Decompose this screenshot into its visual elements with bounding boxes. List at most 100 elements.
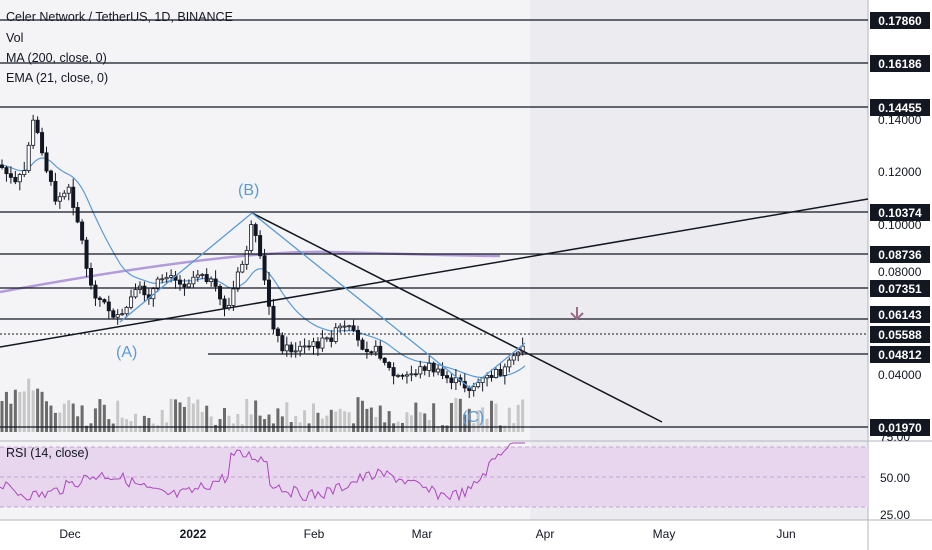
time-tick: Feb [304, 527, 325, 541]
candle-body [240, 263, 245, 273]
volume-bar [178, 402, 182, 432]
candle-body [75, 207, 80, 223]
level-label: 0.04812 [878, 348, 922, 362]
candle-body [360, 339, 365, 350]
volume-bar [445, 425, 449, 432]
candle-body [418, 366, 423, 375]
price-axis-background [868, 0, 932, 550]
volume-bar [320, 418, 324, 432]
candle-body [142, 285, 147, 296]
volume-bar [490, 400, 493, 432]
rsi-indicator-label[interactable]: RSI (14, close) [6, 446, 89, 460]
volume-bar [338, 408, 342, 432]
volume-bar [409, 415, 413, 432]
candle-body [160, 278, 165, 281]
candle-body [235, 271, 240, 290]
price-tick: 0.10000 [878, 218, 922, 232]
indicator-ma[interactable]: MA (200, close, 0) [6, 51, 107, 65]
candle-body [182, 283, 187, 288]
time-tick: May [653, 527, 676, 541]
level-label-box [870, 306, 930, 323]
volume-bar [142, 415, 146, 432]
candle-body [209, 278, 214, 283]
volume-bar [271, 423, 275, 432]
volume-bar [209, 416, 213, 432]
level-label-box [870, 246, 930, 263]
candle-body [120, 313, 125, 316]
candle-body [311, 341, 316, 347]
volume-bar [125, 419, 129, 432]
level-label-box [870, 280, 930, 297]
rsi-tick: 50.00 [880, 471, 910, 485]
volume-bar [476, 410, 480, 432]
candle-body [258, 235, 263, 257]
candle-body [298, 345, 303, 352]
volume-bar [458, 398, 462, 432]
volume-bar [13, 389, 17, 432]
volume-bar [223, 408, 226, 432]
candle-body [427, 362, 432, 371]
volume-bar [227, 415, 231, 432]
candle-body [231, 288, 236, 306]
candle-body [485, 374, 490, 379]
volume-bar [467, 408, 471, 432]
volume-bar [31, 390, 35, 432]
volume-bar [280, 416, 284, 432]
indicator-ema[interactable]: EMA (21, close, 0) [6, 71, 109, 85]
time-tick: Jun [776, 527, 795, 541]
wave-path [119, 212, 526, 389]
candle-body [498, 369, 503, 376]
candle-body [436, 368, 441, 373]
volume-bar [521, 399, 525, 432]
volume-bar [343, 411, 347, 432]
volume-bar [369, 407, 373, 432]
rsi-tick: 25.00 [880, 508, 910, 522]
level-label-box [870, 346, 930, 363]
volume-bar [254, 400, 258, 432]
candle-body [129, 296, 134, 308]
time-tick: Mar [412, 527, 433, 541]
volume-bar [441, 425, 445, 432]
candle-body [164, 277, 169, 280]
price-tick: 0.12000 [878, 165, 922, 179]
candle-body [502, 366, 507, 376]
rsi-line [0, 442, 525, 502]
candle-body [244, 249, 249, 265]
level-label: 0.05588 [878, 328, 922, 342]
volume-bar [378, 405, 382, 432]
level-label-box [870, 12, 930, 29]
candle-body [133, 289, 138, 298]
candle-body [40, 132, 45, 154]
volume-bar [9, 403, 13, 432]
volume-bar [120, 417, 124, 432]
volume-bar [463, 414, 467, 432]
candle-body [218, 286, 223, 300]
volume-bar [427, 419, 431, 432]
candle-body [0, 164, 4, 168]
candle-body [382, 357, 387, 363]
candle-body [89, 267, 94, 286]
volume-bar [432, 403, 436, 432]
candle-body [444, 375, 449, 379]
level-label-box [870, 204, 930, 221]
volume-bar [374, 417, 378, 432]
volume-bar [316, 412, 320, 432]
candle-body [271, 305, 276, 330]
chart-title: Celer Network / TetherUS, 1D, BINANCE [6, 10, 233, 24]
volume-bar [276, 408, 280, 432]
candle-body [320, 337, 325, 349]
volume-bar [98, 399, 102, 432]
volume-bar [454, 398, 458, 432]
candle-body [284, 344, 289, 352]
volume-bar [405, 412, 409, 432]
indicator-volume[interactable]: Vol [6, 31, 24, 45]
volume-bar [249, 414, 253, 432]
level-label-box [870, 419, 930, 436]
time-tick: 2022 [180, 527, 207, 541]
candle-body [66, 186, 71, 194]
candle-body [213, 278, 218, 287]
level-label: 0.16186 [878, 57, 922, 71]
volume-bar [325, 415, 329, 432]
candle-body [511, 355, 516, 361]
